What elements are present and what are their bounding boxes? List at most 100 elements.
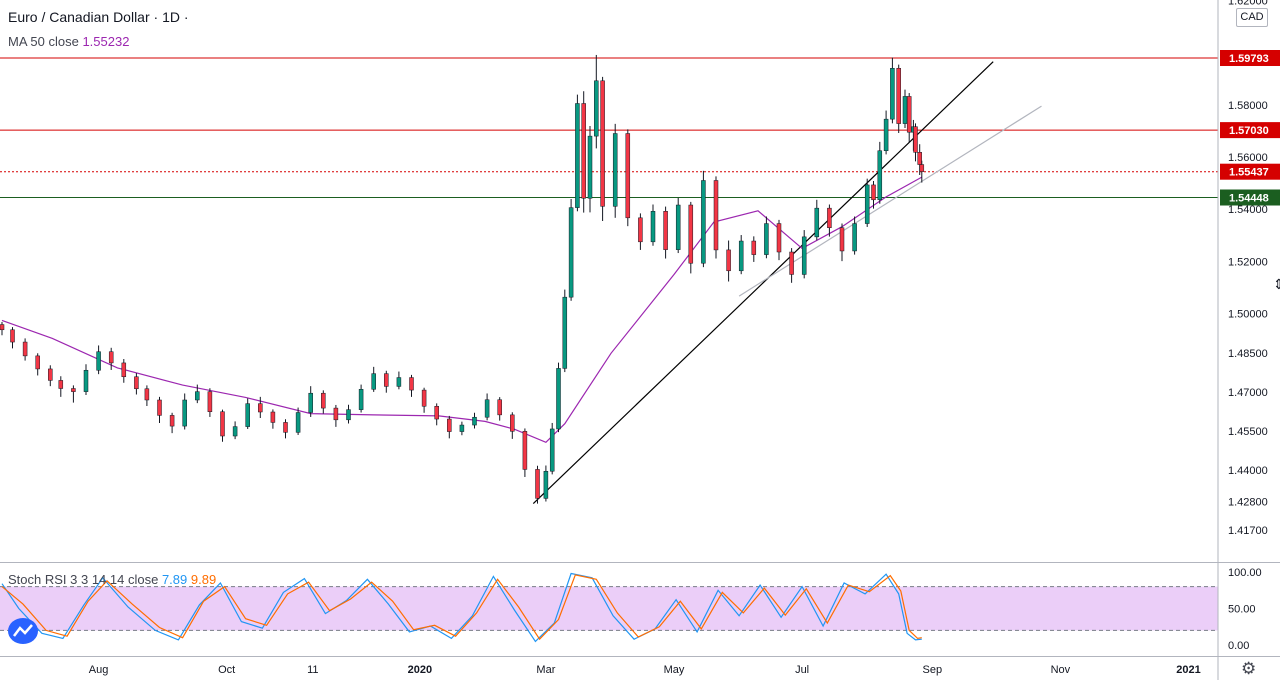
candle-body <box>522 431 528 470</box>
candle-body <box>497 399 502 416</box>
candle-body <box>459 424 465 432</box>
price-tick-label: 1.54000 <box>1228 204 1268 216</box>
candle-body <box>35 355 40 370</box>
candle-body <box>913 126 918 153</box>
candle-body <box>776 223 782 253</box>
candle-body <box>594 80 599 137</box>
candle-body <box>157 399 162 416</box>
candle-body <box>890 68 895 120</box>
stoch-d-line <box>1 574 922 641</box>
time-tick-label: Nov <box>1051 664 1071 676</box>
candle-body <box>688 204 694 264</box>
candle-body <box>169 415 175 427</box>
candle-body <box>902 96 908 124</box>
time-tick-label: Sep <box>923 664 943 676</box>
level-price-label: 1.54448 <box>1229 193 1269 205</box>
candle-body <box>764 223 769 255</box>
candle-body <box>295 412 301 433</box>
symbol-title[interactable]: Euro / Canadian Dollar · 1D · <box>8 9 189 25</box>
time-tick-label: Jul <box>795 664 809 676</box>
candle-body <box>182 399 187 427</box>
candle-body <box>839 227 845 252</box>
time-tick-label: Oct <box>218 664 235 676</box>
candle-body <box>864 184 870 224</box>
stoch-tick-label: 50.00 <box>1228 604 1256 616</box>
candle-body <box>484 399 490 418</box>
gear-icon[interactable]: ⚙ <box>1241 659 1257 678</box>
candle-body <box>245 403 250 427</box>
candle-body <box>321 392 326 409</box>
candle-body <box>581 103 586 199</box>
trendline <box>738 105 1042 297</box>
candle-body <box>134 376 139 390</box>
candle-body <box>270 411 276 423</box>
candle-body <box>638 217 643 243</box>
level-price-label: 1.57030 <box>1229 125 1269 137</box>
candle-body <box>358 389 364 410</box>
candle-body <box>510 414 515 432</box>
candle-body <box>883 118 889 151</box>
ma-legend: MA 50 close 1.55232 <box>8 34 129 49</box>
stoch-tick-label: 0.00 <box>1228 640 1249 652</box>
candle-body <box>587 135 593 199</box>
candle-body <box>58 380 64 389</box>
tradingview-logo-icon[interactable] <box>8 618 38 644</box>
price-tick-label: 1.62000 <box>1228 0 1268 7</box>
candle-body <box>612 133 618 207</box>
level-price-label: 1.59793 <box>1229 53 1269 65</box>
candle-body <box>535 469 540 499</box>
time-tick-label: 11 <box>307 664 318 676</box>
level-price-tag <box>1220 122 1280 139</box>
time-tick-label: 2021 <box>1176 664 1200 676</box>
candle-body <box>108 351 114 364</box>
time-tick-label: May <box>664 664 685 676</box>
chart-legend: Euro / Canadian Dollar · 1D · <box>8 9 189 25</box>
candle-body <box>738 240 744 272</box>
candle-body <box>71 388 76 392</box>
price-tick-label: 1.42800 <box>1228 497 1268 509</box>
candle-body <box>726 249 731 272</box>
candle-body <box>447 418 452 432</box>
candle-body <box>472 416 477 426</box>
candle-body <box>22 341 28 357</box>
candle-body <box>48 368 53 381</box>
candle-body <box>814 207 820 238</box>
candle-body <box>906 96 912 133</box>
stoch-legend-label[interactable]: Stoch RSI 3 3 14 14 close <box>8 572 159 587</box>
stoch-d-value: 9.89 <box>190 572 217 587</box>
candle-body <box>896 68 901 124</box>
candle-body <box>801 236 807 275</box>
price-tick-label: 1.44000 <box>1228 465 1268 477</box>
candle-body <box>283 422 288 433</box>
candle-body <box>308 392 313 413</box>
candle-body <box>852 223 857 252</box>
candle-body <box>713 180 719 251</box>
candle-body <box>333 407 339 421</box>
candle-body <box>409 377 414 391</box>
level-price-label: 1.55437 <box>1229 167 1269 179</box>
candle-body <box>10 329 15 343</box>
candle-body <box>575 103 580 208</box>
currency-badge[interactable]: CAD <box>1236 8 1268 27</box>
candle-body <box>144 388 150 401</box>
candle-body <box>877 150 883 201</box>
price-tick-label: 1.45500 <box>1228 426 1268 438</box>
time-tick-label: Mar <box>536 664 555 676</box>
price-tick-label: 1.41700 <box>1228 525 1268 537</box>
resize-handle-icon[interactable]: ⇕ <box>1273 276 1280 292</box>
price-tick-label: 1.58000 <box>1228 100 1268 112</box>
candle-body <box>207 391 213 412</box>
candle-body <box>434 406 439 420</box>
candle-body <box>96 351 101 371</box>
level-price-tag <box>1220 189 1280 206</box>
ma-legend-label[interactable]: MA 50 close <box>8 34 79 49</box>
price-tick-label: 1.48500 <box>1228 348 1268 360</box>
ma50-line <box>1 176 923 444</box>
candle-body <box>232 426 238 437</box>
ma-legend-value: 1.55232 <box>82 34 130 49</box>
price-tick-label: 1.52000 <box>1228 256 1268 268</box>
candle-body <box>789 251 794 275</box>
price-tick-label: 1.50000 <box>1228 309 1268 321</box>
candle-body <box>556 368 561 430</box>
